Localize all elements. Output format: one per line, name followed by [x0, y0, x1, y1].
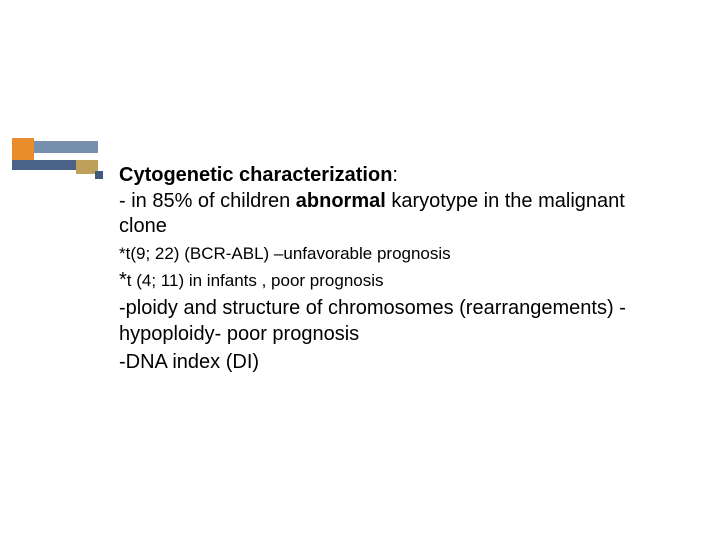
- deco-bar-2: [12, 160, 76, 170]
- subline-1: *t(9; 22) (BCR-ABL) –unfavorable prognos…: [119, 243, 675, 265]
- subline-2: *t (4; 11) in infants , poor prognosis: [119, 268, 675, 294]
- sub2-star: *: [119, 269, 127, 291]
- line1-prefix: - in 85% of children: [119, 190, 296, 212]
- slide-content: Cytogenetic characterization: - in 85% o…: [95, 163, 675, 376]
- line1-bold: abnormal: [296, 190, 386, 212]
- deco-bar-1: [34, 141, 98, 153]
- text-block: Cytogenetic characterization: - in 85% o…: [119, 163, 675, 376]
- sub2-rest: t (4; 11) in infants , poor prognosis: [127, 271, 384, 290]
- title-text: Cytogenetic characterization: [119, 164, 392, 186]
- bullet-icon: [95, 171, 103, 179]
- heading-line: Cytogenetic characterization: - in 85% o…: [119, 163, 675, 240]
- deco-bar-0: [12, 138, 34, 160]
- title-colon: :: [392, 164, 398, 186]
- body-line-1: -ploidy and structure of chromosomes (re…: [119, 296, 675, 347]
- body-line-2: -DNA index (DI): [119, 350, 675, 376]
